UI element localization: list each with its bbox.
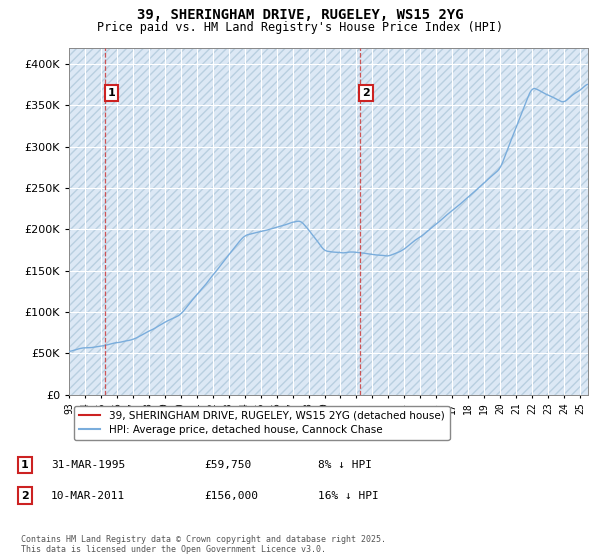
Text: 31-MAR-1995: 31-MAR-1995 (51, 460, 125, 470)
Text: 1: 1 (107, 88, 115, 98)
Text: 16% ↓ HPI: 16% ↓ HPI (318, 491, 379, 501)
Text: 2: 2 (21, 491, 29, 501)
Legend: 39, SHERINGHAM DRIVE, RUGELEY, WS15 2YG (detached house), HPI: Average price, de: 39, SHERINGHAM DRIVE, RUGELEY, WS15 2YG … (74, 405, 449, 440)
Text: 39, SHERINGHAM DRIVE, RUGELEY, WS15 2YG: 39, SHERINGHAM DRIVE, RUGELEY, WS15 2YG (137, 8, 463, 22)
Text: £59,750: £59,750 (204, 460, 251, 470)
Text: 10-MAR-2011: 10-MAR-2011 (51, 491, 125, 501)
Text: Contains HM Land Registry data © Crown copyright and database right 2025.
This d: Contains HM Land Registry data © Crown c… (21, 535, 386, 554)
Text: Price paid vs. HM Land Registry's House Price Index (HPI): Price paid vs. HM Land Registry's House … (97, 21, 503, 34)
Text: £156,000: £156,000 (204, 491, 258, 501)
Text: 8% ↓ HPI: 8% ↓ HPI (318, 460, 372, 470)
Text: 2: 2 (362, 88, 370, 98)
Text: 1: 1 (21, 460, 29, 470)
